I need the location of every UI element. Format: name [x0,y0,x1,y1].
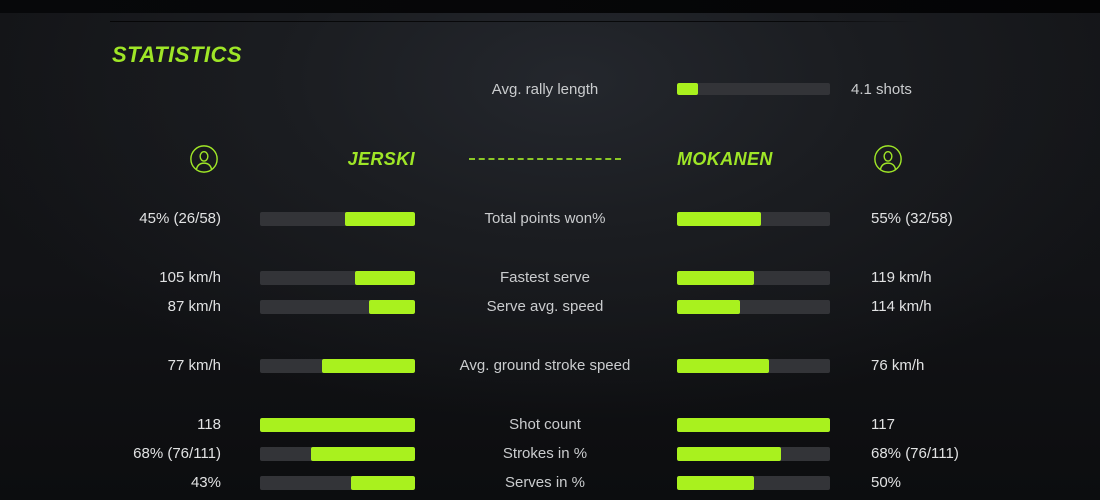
group-gap [0,233,1100,263]
user-icon [190,145,218,173]
page-title: STATISTICS [112,42,243,67]
stat-bar-left [260,211,415,226]
stat-bar-left-fill [322,358,415,373]
group-gap [0,321,1100,351]
stat-bar-right-fill [677,211,762,226]
stat-bar-right [677,475,830,490]
stat-row-ground-stroke-speed: 77 km/h Avg. ground stroke speed 76 km/h [0,351,1100,380]
avg-rally-length-bar [677,83,830,95]
stat-bar-left-fill [351,475,415,490]
stat-value-right: 55% (32/58) [871,210,953,227]
top-strip [0,0,1100,13]
stat-value-left: 105 km/h [159,269,221,286]
stat-value-right: 119 km/h [871,269,932,286]
stat-bar-right [677,446,830,461]
stat-value-right: 117 [871,416,895,433]
avg-rally-length-row: Avg. rally length 4.1 shots [0,76,1100,102]
stat-bar-right-fill [677,299,740,314]
stat-bar-left [260,475,415,490]
stat-bar-left [260,358,415,373]
stat-row-strokes-in-pct: 68% (76/111) Strokes in % 68% (76/111) [0,439,1100,468]
stat-bar-right [677,299,830,314]
stat-label: Serves in % [504,474,586,491]
player-name-right: MOKANEN [677,148,773,169]
stat-bar-right-fill [677,270,754,285]
stat-bar-right-fill [677,475,754,490]
stat-bar-left [260,299,415,314]
stat-label: Strokes in % [502,445,588,462]
stat-value-right: 50% [871,474,902,491]
stat-row-serves-in-pct: 43% Serves in % 50% [0,468,1100,497]
stats-list: 45% (26/58) Total points won% 55% (32/58… [0,204,1100,497]
stat-bar-right [677,270,830,285]
stat-value-right: 68% (76/111) [871,445,959,462]
stat-label: Fastest serve [499,269,591,286]
stat-row-total-points-won: 45% (26/58) Total points won% 55% (32/58… [0,204,1100,233]
stat-bar-right [677,417,830,432]
stat-value-left: 77 km/h [167,357,221,374]
stat-label: Avg. ground stroke speed [459,357,631,374]
stat-bar-left-fill [368,299,415,314]
stat-value-right: 76 km/h [871,357,925,374]
stat-bar-left [260,270,415,285]
avg-rally-length-value: 4.1 shots [851,80,912,98]
stat-bar-left-fill [345,211,415,226]
stat-bar-right [677,358,830,373]
stat-bar-left [260,446,415,461]
players-header-row: JERSKI MOKANEN [0,139,1100,179]
stat-bar-right [677,211,830,226]
stat-bar-left-fill [260,417,415,432]
avg-rally-length-label: Avg. rally length [491,80,599,98]
stat-label: Serve avg. speed [486,298,604,315]
stat-bar-right-fill [677,446,782,461]
stat-row-fastest-serve: 105 km/h Fastest serve 119 km/h [0,263,1100,292]
user-icon [874,145,902,173]
stat-bar-left-fill [354,270,415,285]
stat-bar-left [260,417,415,432]
stat-label: Total points won% [484,210,606,227]
stat-value-left: 45% (26/58) [139,210,221,227]
stat-label: Shot count [509,416,581,433]
stat-row-serve-avg-speed: 87 km/h Serve avg. speed 114 km/h [0,292,1100,321]
stat-value-left: 118 [197,416,221,433]
stat-bar-left-fill [311,446,415,461]
stat-value-left: 68% (76/111) [133,445,221,462]
stat-value-right: 114 km/h [871,298,932,315]
stat-value-left: 87 km/h [167,298,221,315]
top-separator-line [110,21,920,22]
group-gap [0,380,1100,410]
stat-value-left: 43% [190,474,221,491]
stat-bar-right-fill [677,417,830,432]
stat-row-shot-count: 118 Shot count 117 [0,410,1100,439]
names-divider-line [469,158,621,160]
avg-rally-length-bar-fill [677,83,699,95]
player-name-left: JERSKI [347,148,415,169]
stat-bar-right-fill [677,358,769,373]
